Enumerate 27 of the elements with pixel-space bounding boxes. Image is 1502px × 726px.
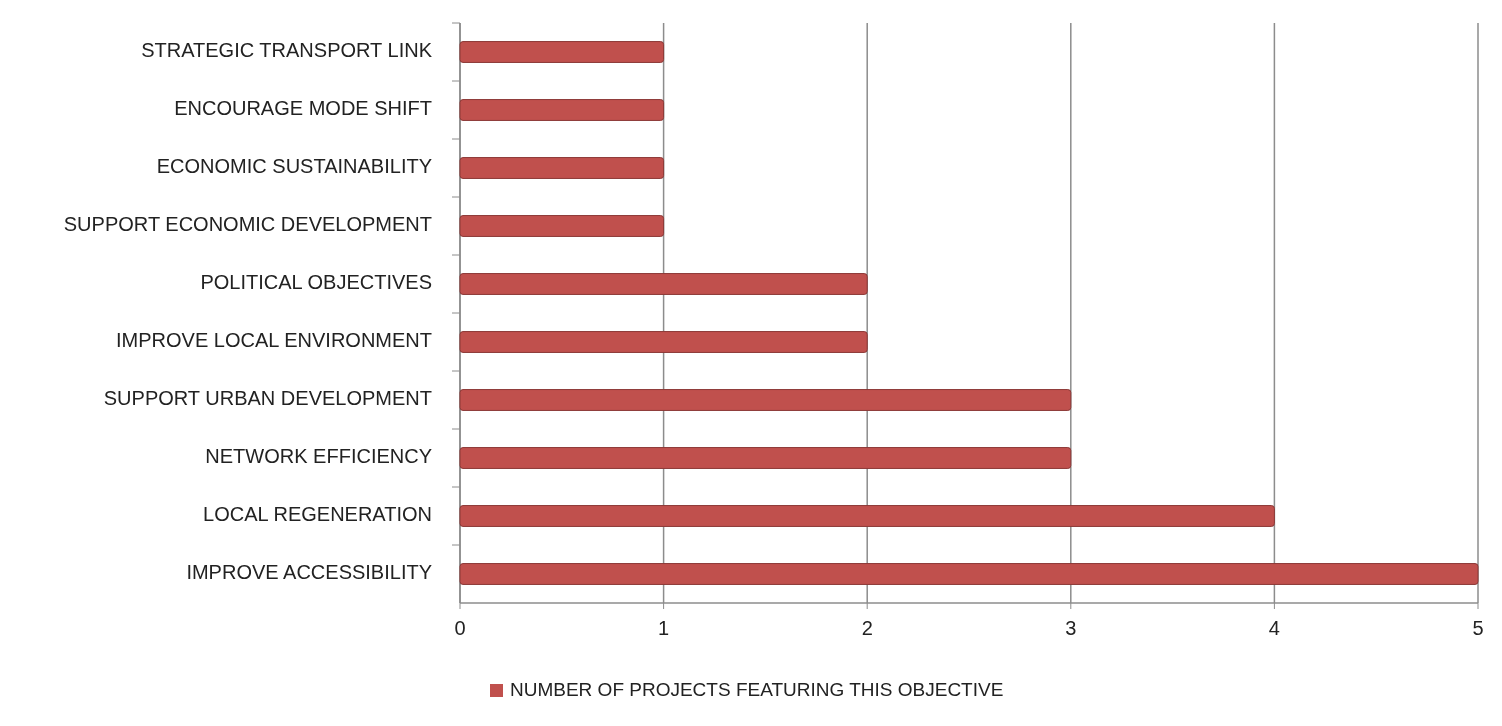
- bar: [459, 447, 1072, 469]
- bar: [459, 215, 665, 237]
- bar: [459, 273, 868, 295]
- y-tick-label: IMPROVE ACCESSIBILITY: [186, 561, 432, 584]
- y-tick-label: IMPROVE LOCAL ENVIRONMENT: [116, 329, 432, 352]
- y-tick-label: STRATEGIC TRANSPORT LINK: [141, 39, 433, 62]
- bar: [459, 563, 1479, 585]
- x-tick-label: 3: [1065, 617, 1077, 639]
- x-tick-label: 2: [861, 617, 873, 639]
- bar: [459, 505, 1275, 527]
- bar: [459, 41, 665, 63]
- x-tick-label: 1: [658, 617, 670, 639]
- x-tick-label: 0: [454, 617, 466, 639]
- y-tick-label: SUPPORT ECONOMIC DEVELOPMENT: [63, 213, 432, 236]
- y-tick-label: SUPPORT URBAN DEVELOPMENT: [103, 387, 432, 410]
- y-tick-label: POLITICAL OBJECTIVES: [200, 271, 432, 294]
- y-tick-label: ENCOURAGE MODE SHIFT: [174, 97, 432, 120]
- bar: [459, 389, 1072, 411]
- bar: [459, 331, 868, 353]
- bar: [459, 99, 665, 121]
- legend-label: NUMBER OF PROJECTS FEATURING THIS OBJECTIVE: [510, 679, 1004, 700]
- x-tick-label: 5: [1472, 617, 1484, 639]
- y-tick-label: ECONOMIC SUSTAINABILITY: [156, 155, 432, 178]
- x-tick-label: 4: [1268, 617, 1280, 639]
- y-tick-label: NETWORK EFFICIENCY: [205, 445, 432, 468]
- y-tick-label: LOCAL REGENERATION: [203, 503, 432, 526]
- bar: [459, 157, 665, 179]
